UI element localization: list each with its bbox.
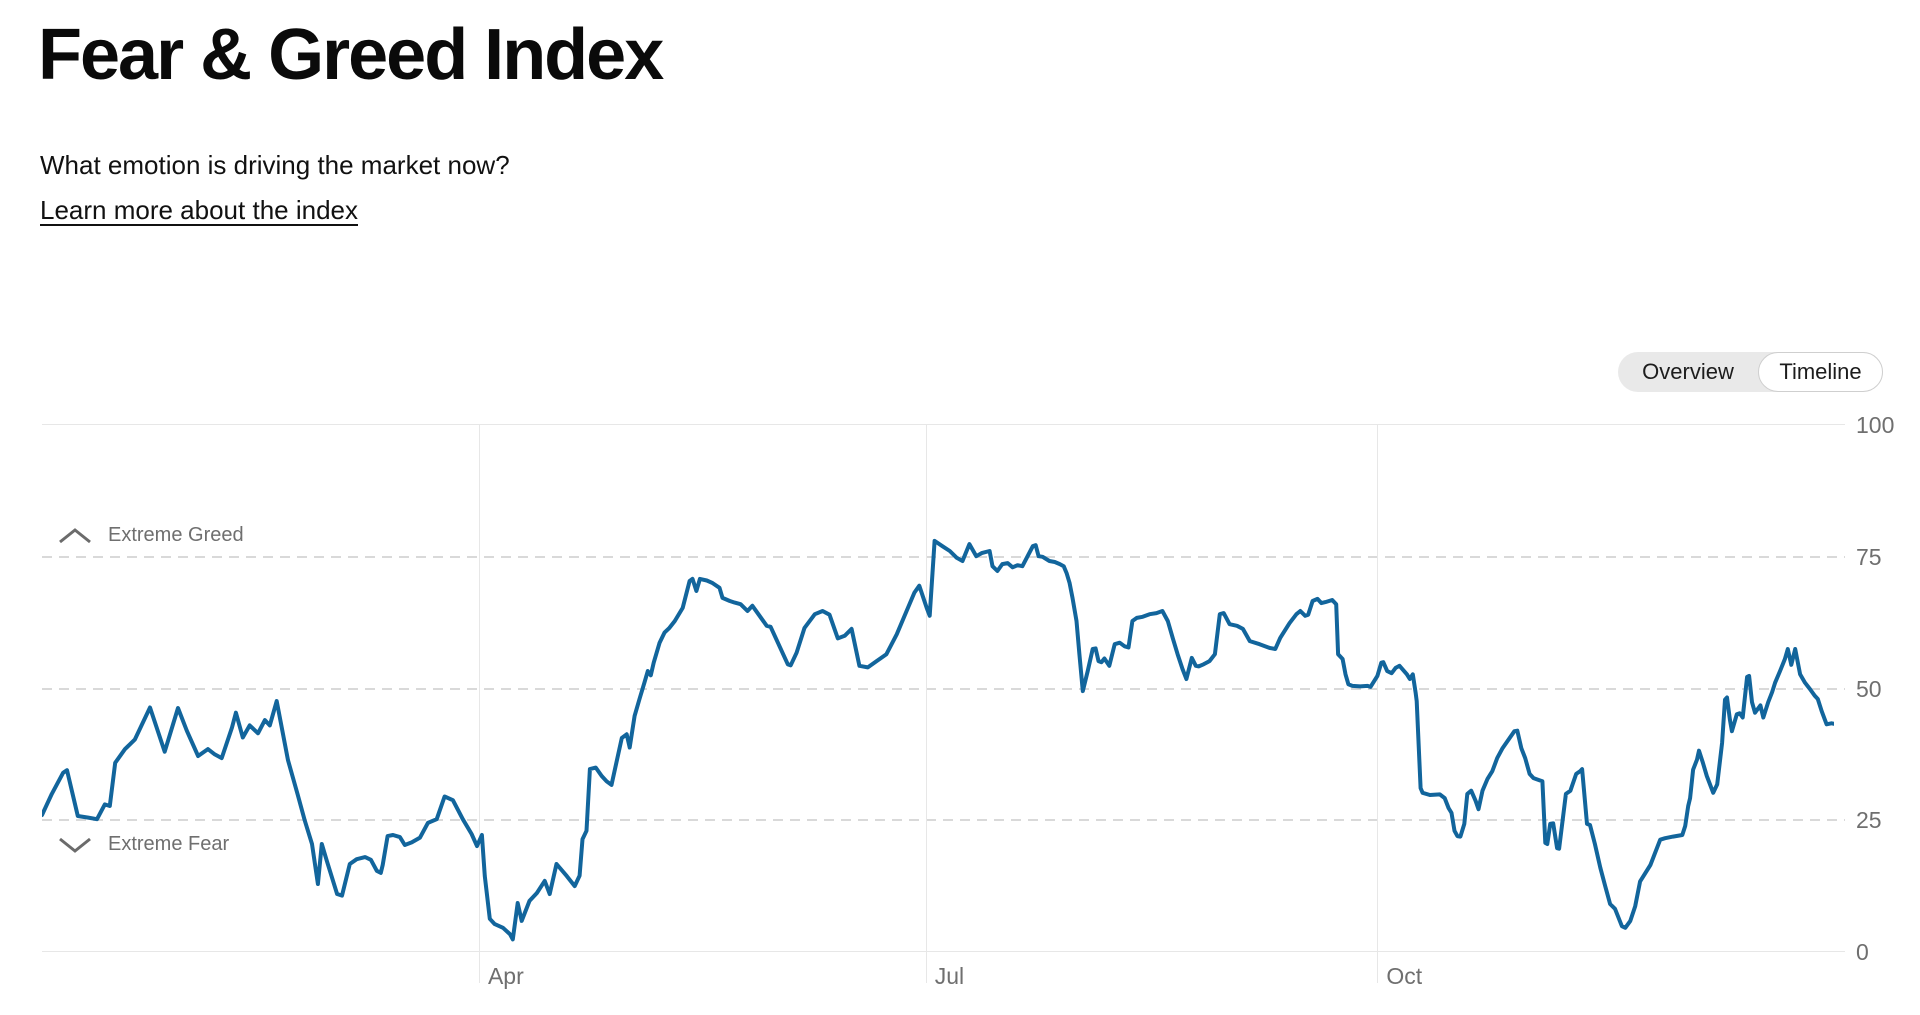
x-axis-label-Apr: Apr bbox=[487, 963, 524, 989]
toggle-overview[interactable]: Overview bbox=[1642, 359, 1734, 384]
y-axis-label-75: 75 bbox=[1856, 543, 1882, 570]
toggle-timeline[interactable]: Timeline bbox=[1758, 352, 1883, 392]
page-subtitle: What emotion is driving the market now? bbox=[40, 150, 510, 180]
x-axis-label-Oct: Oct bbox=[1386, 963, 1423, 989]
chevron-up-icon bbox=[59, 527, 91, 543]
fear-greed-line-chart[interactable] bbox=[42, 425, 1834, 952]
extreme-fear-zone-label: Extreme Fear bbox=[58, 833, 229, 856]
view-toggle: Overview Timeline bbox=[1618, 352, 1883, 392]
y-axis-label-100: 100 bbox=[1856, 412, 1895, 438]
y-axis-label-0: 0 bbox=[1856, 939, 1869, 965]
y-axis-label-25: 25 bbox=[1856, 807, 1882, 834]
y-axis-label-50: 50 bbox=[1856, 675, 1882, 702]
chevron-down-icon bbox=[59, 837, 91, 853]
extreme-greed-text: Extreme Greed bbox=[108, 524, 244, 546]
index-line bbox=[42, 538, 1834, 942]
extreme-greed-zone-label: Extreme Greed bbox=[58, 524, 244, 547]
page-title: Fear & Greed Index bbox=[38, 15, 664, 95]
x-axis-label-Jul: Jul bbox=[934, 963, 965, 989]
extreme-fear-text: Extreme Fear bbox=[108, 833, 230, 855]
learn-more-link[interactable]: Learn more about the index bbox=[40, 195, 358, 225]
